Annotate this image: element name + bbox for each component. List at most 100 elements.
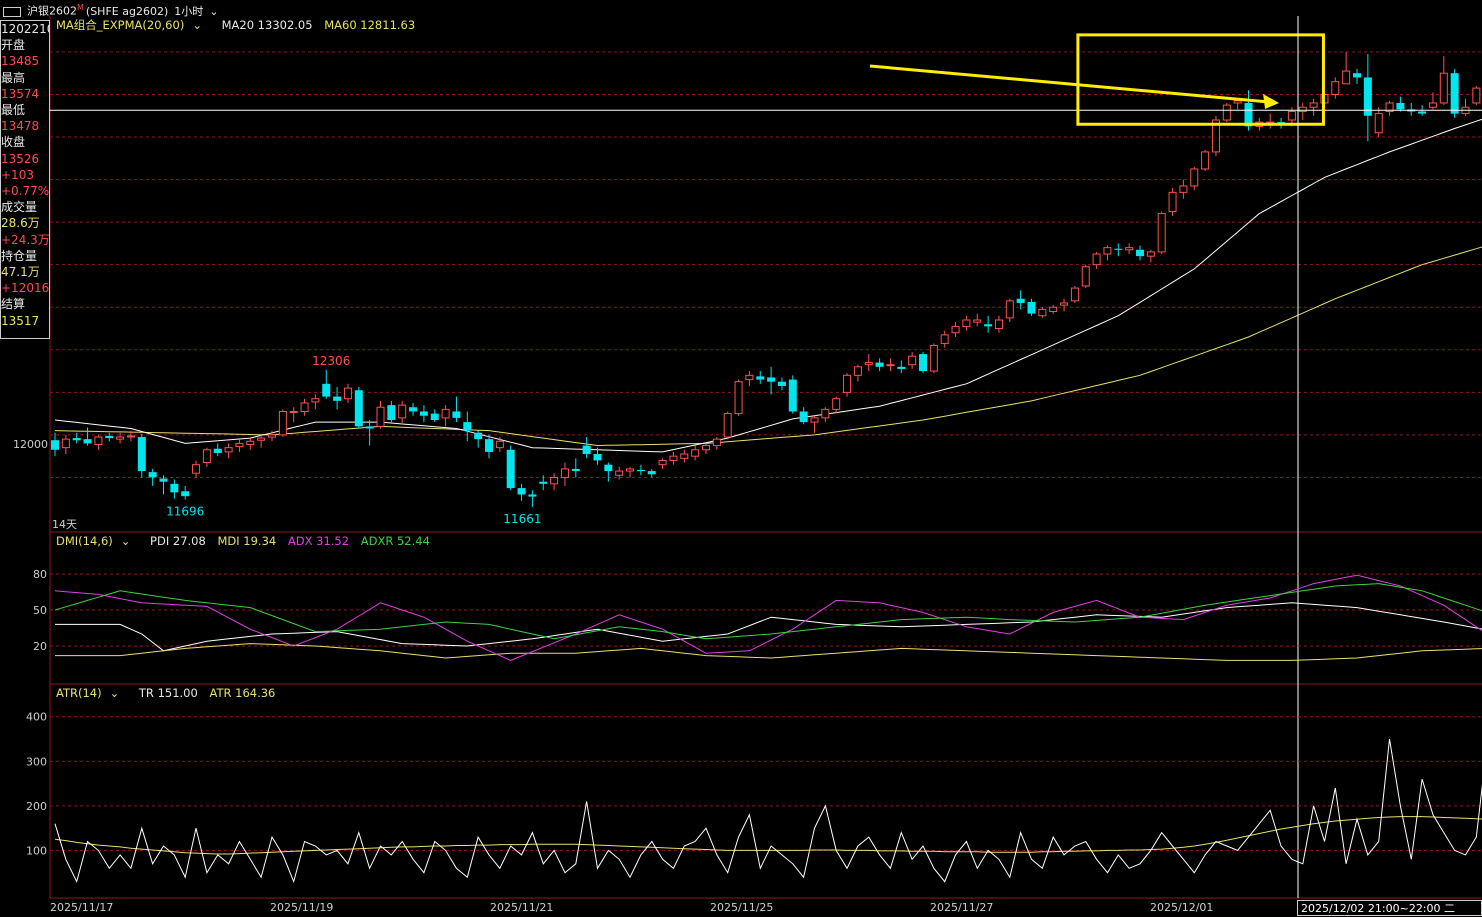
swing-low-label: 11661	[503, 512, 541, 526]
candle-body	[919, 354, 927, 372]
info-volume: 28.6万	[1, 216, 40, 231]
candle-body	[962, 319, 971, 327]
swing-low-label: 11696	[166, 505, 204, 519]
candle-body	[517, 488, 526, 495]
candle-body	[387, 405, 396, 420]
candle	[441, 405, 450, 427]
candle-body	[1428, 102, 1437, 108]
candle	[984, 315, 993, 333]
candle	[712, 437, 721, 450]
candle	[1201, 149, 1210, 172]
candle-body	[1353, 73, 1361, 78]
candle	[289, 407, 298, 423]
candle	[1428, 92, 1437, 110]
title-bar: 沪银2602M (SHFE ag2602) 1小时 ⌄	[0, 0, 1482, 18]
info-open: 13485	[1, 54, 40, 69]
contract-name[interactable]: 沪银2602	[27, 4, 77, 18]
atr-indicator-name[interactable]: ATR(14) ⌄	[56, 686, 120, 700]
candle	[202, 447, 211, 467]
candle	[1342, 51, 1351, 85]
candle	[1081, 264, 1090, 289]
date-label: 2025/11/25	[710, 901, 774, 914]
candle	[1168, 188, 1177, 216]
candle	[745, 371, 754, 386]
info-change-pct: +0.77%	[1, 184, 49, 199]
candle	[495, 437, 504, 452]
candle	[517, 483, 526, 501]
candle-body	[832, 398, 841, 410]
candle	[1070, 285, 1079, 303]
window-toggle-icon[interactable]	[3, 6, 21, 17]
candle	[582, 437, 591, 459]
info-low: 13478	[1, 119, 40, 134]
candle-body	[929, 345, 938, 372]
candle-body	[658, 459, 667, 466]
candle	[832, 396, 841, 414]
dmi-tick-label: 80	[33, 568, 47, 581]
candle	[626, 466, 635, 478]
chevron-down-icon: ⌄	[209, 4, 219, 18]
candle	[560, 462, 569, 486]
candle-body	[441, 408, 450, 419]
candle	[105, 432, 114, 442]
tr-line	[54, 738, 1482, 884]
candle	[430, 409, 439, 423]
candle-body	[1396, 102, 1405, 110]
candle-body	[1179, 185, 1188, 193]
candle	[658, 458, 667, 469]
dmi-adx-line	[54, 574, 1482, 661]
atr-tick-label: 400	[26, 711, 47, 724]
main-axis-label: 12000	[13, 438, 48, 451]
candle-body	[788, 379, 797, 412]
candle-body	[560, 468, 569, 478]
candle	[398, 400, 407, 425]
contract-code: (SHFE ag2602)	[85, 4, 169, 18]
dmi-indicator-name[interactable]: DMI(14,6) ⌄	[56, 534, 131, 548]
candle-body	[376, 406, 385, 427]
atr-tick-label: 100	[26, 844, 47, 857]
candle-body	[202, 449, 211, 464]
annotation-arrow-head	[1263, 93, 1280, 109]
candle	[1331, 77, 1340, 99]
atr-tick-label: 200	[26, 800, 47, 813]
candle	[1363, 54, 1372, 142]
candle	[1049, 305, 1058, 314]
candle	[1027, 298, 1036, 316]
candle	[170, 479, 179, 499]
candle	[1298, 102, 1307, 120]
info-oi: 47.1万	[1, 265, 40, 280]
candle-body	[485, 439, 493, 452]
annotation-arrow-shaft	[869, 64, 1270, 104]
candle-body	[311, 398, 320, 403]
candle-body	[745, 374, 754, 381]
atr-line	[54, 816, 1482, 855]
candle	[691, 445, 700, 461]
candle-body	[875, 362, 884, 367]
main-indicator-name[interactable]: MA组合_EXPMA(20,60) ⌄	[56, 18, 202, 32]
candle	[604, 462, 613, 482]
period-selector[interactable]: 1小时 ⌄	[174, 5, 224, 18]
candle	[929, 343, 938, 374]
candle	[647, 468, 656, 478]
ma60-line	[54, 246, 1482, 447]
candle-body	[1418, 111, 1427, 114]
candle	[1136, 245, 1144, 261]
candle-body	[463, 422, 472, 431]
candle-body	[1287, 110, 1296, 121]
dmi-pdi-line	[55, 602, 1482, 652]
candle	[333, 387, 342, 410]
candle-body	[61, 438, 70, 449]
candle	[636, 464, 645, 476]
info-high-label: 最高	[1, 70, 26, 85]
candle	[235, 439, 244, 452]
candle-body	[1060, 302, 1069, 306]
candle	[137, 433, 146, 478]
candle	[1461, 98, 1470, 116]
candle	[756, 371, 765, 384]
candle	[702, 443, 710, 455]
candle-body	[582, 445, 591, 455]
candle	[767, 366, 776, 395]
info-volume-label: 成交量	[1, 200, 38, 215]
candle-body	[1244, 102, 1253, 127]
